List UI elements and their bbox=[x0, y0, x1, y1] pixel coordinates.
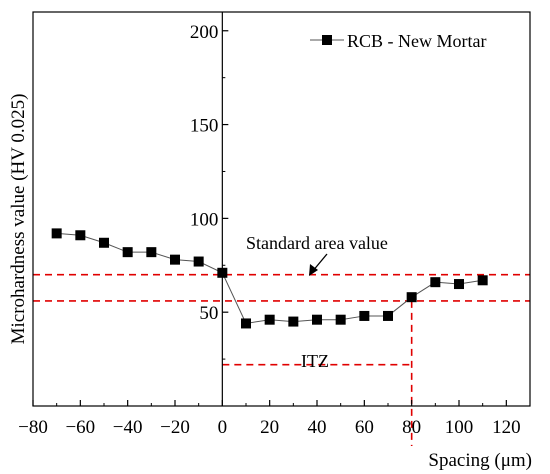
plot-frame bbox=[32, 11, 531, 407]
data-point bbox=[99, 237, 109, 248]
x-tick-label: 120 bbox=[492, 417, 521, 438]
data-point bbox=[454, 279, 464, 290]
data-point bbox=[193, 256, 204, 267]
x-tick-label: 80 bbox=[402, 417, 421, 438]
data-point bbox=[335, 314, 346, 325]
x-tick-label: 60 bbox=[355, 417, 374, 438]
data-point bbox=[406, 292, 417, 303]
x-tick-label: 0 bbox=[218, 417, 228, 438]
x-tick-label: 100 bbox=[445, 417, 474, 438]
y-tick-label: 100 bbox=[190, 209, 219, 230]
x-axis-label: Spacing (μm) bbox=[428, 450, 532, 471]
x-tick-label: −60 bbox=[65, 417, 95, 438]
x-tick-label: 40 bbox=[308, 417, 327, 438]
itz-label: ITZ bbox=[301, 351, 329, 371]
reference-lines bbox=[33, 273, 530, 446]
data-point bbox=[75, 230, 86, 241]
data-point bbox=[383, 310, 393, 321]
data-point bbox=[170, 254, 180, 265]
data-point bbox=[217, 267, 228, 278]
data-point bbox=[312, 314, 322, 325]
y-axis-label: Microhardness value (HV 0.025) bbox=[8, 94, 29, 345]
axes bbox=[32, 11, 531, 407]
x-tick-label: −20 bbox=[160, 417, 190, 438]
legend-label: RCB - New Mortar bbox=[347, 31, 486, 51]
data-point bbox=[430, 277, 441, 288]
standard-area-arrowhead bbox=[309, 264, 318, 276]
data-point bbox=[359, 310, 370, 321]
data-point bbox=[122, 247, 133, 258]
x-tick-label: 20 bbox=[260, 417, 279, 438]
y-axis-ticks: 50 100 150 200 bbox=[190, 22, 229, 360]
data-point bbox=[241, 318, 251, 329]
x-tick-label: −40 bbox=[113, 417, 143, 438]
y-tick-label: 150 bbox=[190, 116, 219, 137]
data-point bbox=[51, 228, 62, 239]
y-tick-label: 200 bbox=[190, 22, 219, 43]
legend-marker bbox=[322, 35, 332, 45]
x-axis-ticks: −80 −60 −40 −20 0 20 40 60 80 100 120 bbox=[18, 400, 521, 438]
data-point bbox=[146, 247, 157, 258]
y-tick-label: 50 bbox=[199, 303, 218, 324]
legend: RCB - New Mortar bbox=[310, 31, 486, 51]
data-point bbox=[264, 314, 275, 325]
x-tick-label: −80 bbox=[18, 417, 48, 438]
data-series bbox=[51, 228, 488, 329]
data-point bbox=[288, 316, 299, 327]
data-point bbox=[477, 275, 488, 286]
annotations: Standard area value ITZ bbox=[246, 233, 388, 371]
standard-area-label: Standard area value bbox=[246, 233, 388, 253]
